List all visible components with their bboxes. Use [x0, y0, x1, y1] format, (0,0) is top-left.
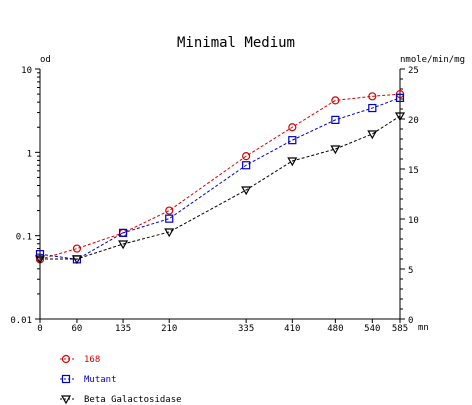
data-point [34, 255, 46, 265]
legend-marker [61, 354, 71, 364]
x-tick-label: 410 [284, 324, 300, 334]
legend-entry: Mutant [60, 374, 117, 385]
y-left-tick-label: 0.01 [10, 316, 32, 326]
legend-marker [61, 374, 71, 384]
data-point [287, 157, 298, 167]
data-point [241, 186, 252, 196]
legend-label: Mutant [84, 375, 117, 385]
x-tick-label: 0 [37, 324, 42, 334]
data-point [394, 112, 406, 122]
x-tick-label: 210 [161, 324, 177, 334]
data-point [165, 214, 174, 223]
y-right-tick-label: 0 [408, 316, 413, 326]
data-point [242, 161, 251, 170]
series-line [39, 97, 401, 260]
data-point [164, 228, 175, 238]
data-point [368, 92, 377, 101]
legend-marker [60, 395, 72, 405]
x-tick-label: 480 [327, 324, 343, 334]
legend-label: 168 [84, 355, 100, 365]
y-right-axis-label: nmole/min/mg [400, 55, 465, 65]
data-point [288, 123, 297, 132]
data-point [331, 96, 340, 105]
x-tick-label: 335 [238, 324, 254, 334]
data-point [118, 240, 129, 250]
data-point [242, 152, 251, 161]
data-point [35, 250, 45, 259]
y-right-tick-label: 5 [408, 266, 413, 276]
y-left-tick-label: 10 [21, 66, 32, 76]
data-point [288, 136, 297, 145]
data-point [71, 255, 82, 265]
data-point [395, 93, 405, 102]
legend-entry: Beta Galactosidase [60, 395, 182, 405]
legend-label: Beta Galactosidase [84, 395, 182, 405]
axes: 0 60 135 210 335 410 480 540 585 10 1 0.1 0.01 25 20 15… [10, 66, 419, 334]
data-point [368, 103, 377, 113]
data-point [72, 244, 82, 253]
y-right-tick-label: 15 [408, 166, 419, 176]
y-right-tick-label: 20 [408, 116, 419, 126]
data-point [118, 228, 128, 237]
data-point [165, 206, 174, 215]
y-right-tick-label: 10 [408, 216, 419, 226]
x-axis-unit-label: mn [418, 323, 429, 333]
y-left-tick-label: 1 [27, 149, 32, 159]
series-layer [34, 89, 406, 265]
legend-entry: 168 [60, 354, 100, 365]
series-1 [35, 89, 405, 264]
series-line [40, 115, 401, 260]
series-2 [35, 93, 405, 264]
series-3 [34, 112, 406, 265]
x-tick-label: 585 [392, 324, 408, 334]
x-tick-label: 540 [364, 324, 380, 334]
x-tick-label: 135 [115, 324, 131, 334]
y-left-tick-label: 0.1 [16, 233, 32, 243]
chart-title: Minimal Medium [177, 35, 295, 51]
y-left-axis-label: od [40, 55, 51, 65]
x-tick-label: 60 [72, 324, 83, 334]
data-point [330, 145, 341, 155]
legend: 168 Mutant Beta Galactosidase [60, 354, 182, 405]
data-point [367, 130, 378, 140]
series-line [39, 93, 401, 260]
data-point [331, 115, 340, 125]
y-right-tick-label: 25 [408, 66, 419, 76]
